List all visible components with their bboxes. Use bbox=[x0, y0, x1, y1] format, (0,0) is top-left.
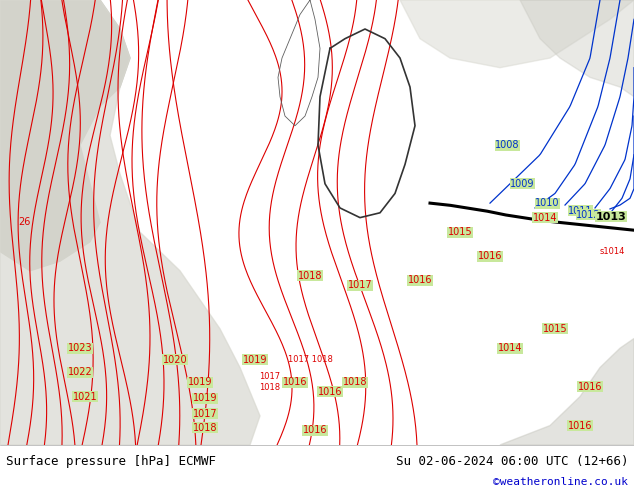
Text: 1017
1018: 1017 1018 bbox=[259, 372, 281, 392]
Text: 1017 1018: 1017 1018 bbox=[288, 355, 332, 364]
Polygon shape bbox=[400, 0, 634, 68]
Text: 1013: 1013 bbox=[596, 212, 627, 221]
Text: s1014: s1014 bbox=[600, 247, 625, 256]
Text: 1018: 1018 bbox=[343, 377, 367, 387]
Text: 1018: 1018 bbox=[298, 270, 322, 281]
Text: Surface pressure [hPa] ECMWF: Surface pressure [hPa] ECMWF bbox=[6, 455, 216, 468]
Text: 1015: 1015 bbox=[448, 227, 472, 237]
Text: 1022: 1022 bbox=[68, 368, 93, 377]
Text: 1015: 1015 bbox=[543, 324, 567, 334]
Text: 1014: 1014 bbox=[498, 343, 522, 353]
Text: 1019: 1019 bbox=[188, 377, 212, 387]
Text: 1016: 1016 bbox=[568, 420, 592, 431]
Text: 1020: 1020 bbox=[163, 355, 187, 365]
Text: 1016: 1016 bbox=[303, 425, 327, 436]
Text: 1010: 1010 bbox=[535, 198, 559, 208]
Text: 1011: 1011 bbox=[568, 206, 593, 216]
Text: 1009: 1009 bbox=[510, 179, 534, 189]
Text: 1016: 1016 bbox=[408, 275, 432, 286]
Text: 1021: 1021 bbox=[73, 392, 97, 402]
Polygon shape bbox=[0, 0, 130, 271]
Text: 1016: 1016 bbox=[318, 387, 342, 397]
Text: 1017: 1017 bbox=[193, 409, 217, 419]
Text: 1016: 1016 bbox=[283, 377, 307, 387]
Text: 1008: 1008 bbox=[495, 140, 519, 150]
Polygon shape bbox=[520, 0, 634, 97]
Text: 1023: 1023 bbox=[68, 343, 93, 353]
Text: 1017: 1017 bbox=[347, 280, 372, 291]
Text: 1016: 1016 bbox=[478, 251, 502, 261]
Text: Su 02-06-2024 06:00 UTC (12+66): Su 02-06-2024 06:00 UTC (12+66) bbox=[396, 455, 628, 468]
Text: 1019: 1019 bbox=[243, 355, 268, 365]
Text: 1014: 1014 bbox=[533, 213, 557, 222]
Text: 1016: 1016 bbox=[578, 382, 602, 392]
Polygon shape bbox=[500, 339, 634, 445]
Polygon shape bbox=[0, 0, 260, 445]
Text: 26: 26 bbox=[18, 218, 30, 227]
Text: ©weatheronline.co.uk: ©weatheronline.co.uk bbox=[493, 477, 628, 487]
Text: 1012: 1012 bbox=[576, 210, 600, 220]
Text: 1019: 1019 bbox=[193, 393, 217, 403]
Text: 1018: 1018 bbox=[193, 422, 217, 433]
